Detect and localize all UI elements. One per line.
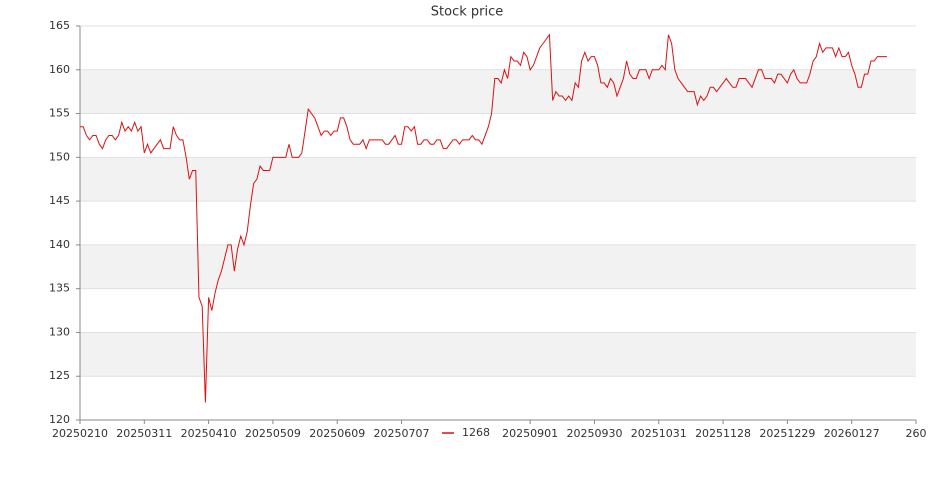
grid-band [80,157,916,202]
y-tick-label: 145 [49,194,70,207]
y-tick-label: 155 [49,107,70,120]
x-tick-label: 20250930 [566,427,622,440]
y-tick-label: 150 [49,150,70,163]
x-tick-label: 20250311 [116,427,172,440]
x-tick-label: 20251128 [695,427,751,440]
y-tick-label: 120 [49,413,70,426]
y-tick-label: 125 [49,369,70,382]
x-tick-label: 20250410 [181,427,237,440]
y-tick-label: 160 [49,63,70,76]
x-tick-label: 20250707 [374,427,430,440]
y-tick-label: 165 [49,19,70,32]
x-tick-label: 20250210 [52,427,108,440]
y-tick-label: 130 [49,325,70,338]
x-tick-label: 20260127 [824,427,880,440]
x-tick-label: 20250609 [309,427,365,440]
y-tick-label: 135 [49,282,70,295]
legend-bg [438,425,494,441]
x-tick-label: 20251229 [759,427,815,440]
y-tick-label: 140 [49,238,70,251]
x-tick-label: 20251031 [631,427,687,440]
chart-title: Stock price [431,5,503,20]
grid-band [80,244,916,289]
legend-label: 1268 [462,426,490,439]
grid-band [80,332,916,377]
x-tick-label: 20250509 [245,427,301,440]
grid-band [80,69,916,114]
x-tick-label: 260 [906,427,927,440]
x-tick-label: 20250901 [502,427,558,440]
series-line [80,33,888,403]
